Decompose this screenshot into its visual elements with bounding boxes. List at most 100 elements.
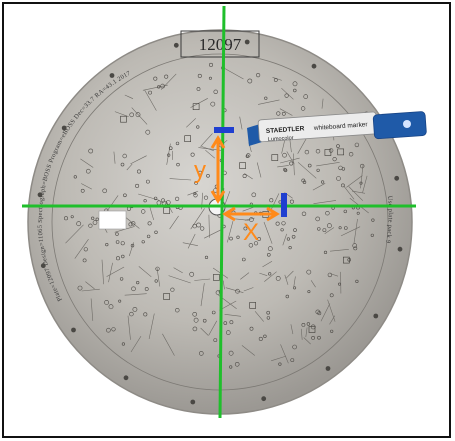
tile-boundary [282, 233, 287, 246]
fiber-hole [269, 198, 274, 203]
fiber-hole [275, 221, 280, 226]
fiber-hole [229, 236, 233, 241]
tile-boundary [127, 315, 131, 340]
fiber-hole [242, 257, 246, 262]
fiber-hole [256, 72, 261, 78]
marker-brand: STAEDTLER [266, 125, 305, 135]
fiber-hole [111, 327, 116, 332]
x-axis-label: X [243, 219, 259, 246]
mounting-hole [61, 125, 67, 131]
mounting-hole [394, 175, 400, 181]
fiber-hole [128, 222, 133, 227]
tile-boundary [200, 133, 213, 147]
fiber-hole [86, 168, 91, 174]
tile-boundary [286, 151, 295, 165]
tile-boundary [316, 162, 340, 167]
tile-boundary [300, 328, 303, 340]
tile-boundary [239, 116, 243, 130]
fiber-hole [210, 101, 216, 107]
fiber-hole [332, 157, 337, 162]
fiber-hole [157, 85, 161, 89]
fiber-hole [91, 216, 95, 220]
fiber-hole [154, 230, 158, 235]
tile-boundary [227, 221, 234, 243]
marker-product: whiteboard marker [313, 121, 369, 132]
fiber-hole [307, 290, 311, 294]
tile-boundary [263, 221, 273, 244]
tile-boundary [329, 249, 349, 252]
tile-boundary [130, 155, 147, 165]
fiber-hole [266, 253, 271, 257]
tile-boundary [126, 163, 133, 171]
fiber-hole [143, 312, 148, 317]
fiber-hole [273, 78, 278, 82]
fiber-hole [316, 168, 320, 172]
fiber-hole [83, 247, 88, 252]
tile-boundary [258, 99, 280, 105]
tile-boundary [254, 311, 264, 322]
tile-boundary [114, 111, 129, 117]
tile-boundary [327, 299, 336, 322]
tile-boundary [284, 274, 289, 285]
fiber-hole [340, 183, 345, 188]
tile-boundary [343, 185, 355, 200]
tile-boundary [130, 335, 142, 353]
fiber-hole [327, 272, 333, 278]
tile-boundary [160, 73, 177, 90]
fiber-hole [175, 141, 180, 146]
fiber-hole [170, 287, 175, 292]
tile-boundary [80, 158, 94, 168]
fiber-hole [275, 275, 281, 281]
fiber-hole [118, 299, 122, 303]
fiber-hole [129, 112, 134, 118]
fiber-hole [129, 311, 134, 317]
tile-boundary [280, 157, 300, 164]
fiber-hole [77, 285, 83, 291]
fiber-hole [131, 286, 136, 292]
fiber-hole [136, 281, 140, 285]
guide-square [213, 274, 220, 281]
tile-boundary [194, 278, 211, 281]
fiber-hole [120, 241, 125, 246]
tile-boundary [149, 206, 154, 220]
fiber-hole [80, 188, 85, 193]
fiber-hole [325, 211, 330, 216]
fiber-hole [306, 269, 312, 275]
tile-boundary [138, 193, 160, 201]
fiber-hole [147, 221, 152, 226]
tile-boundary [305, 327, 308, 338]
tile-boundary [187, 190, 199, 196]
fiber-hole [196, 125, 200, 129]
fiber-hole [176, 162, 180, 167]
fiber-hole [223, 321, 228, 325]
fiber-hole [304, 149, 310, 155]
fiber-hole [284, 93, 289, 98]
fiber-hole [153, 76, 158, 81]
fiber-hole [280, 228, 284, 232]
fiber-hole [249, 217, 254, 222]
fiber-hole [193, 193, 198, 198]
fiber-hole [286, 237, 291, 241]
tile-boundary [329, 315, 336, 325]
mounting-hole [311, 63, 317, 69]
tile-boundary [243, 287, 254, 292]
fiber-hole [293, 88, 297, 93]
tile-boundary [353, 218, 358, 244]
fiber-hole [135, 183, 140, 188]
mounting-hole [40, 263, 46, 269]
fiber-hole [121, 342, 125, 346]
fiber-hole [148, 90, 153, 95]
fiber-hole [236, 235, 240, 239]
fiber-hole [288, 246, 292, 250]
fiber-hole [315, 309, 321, 315]
guide-square [163, 293, 170, 300]
tile-boundary [138, 266, 152, 278]
fiber-hole [206, 174, 210, 178]
tile-boundary [290, 324, 294, 335]
guide-square [324, 149, 332, 156]
fiber-hole [289, 199, 294, 204]
fiber-hole [204, 255, 209, 260]
plate-number-box [180, 30, 260, 58]
fiber-hole [192, 311, 197, 317]
fiber-hole [317, 227, 321, 231]
